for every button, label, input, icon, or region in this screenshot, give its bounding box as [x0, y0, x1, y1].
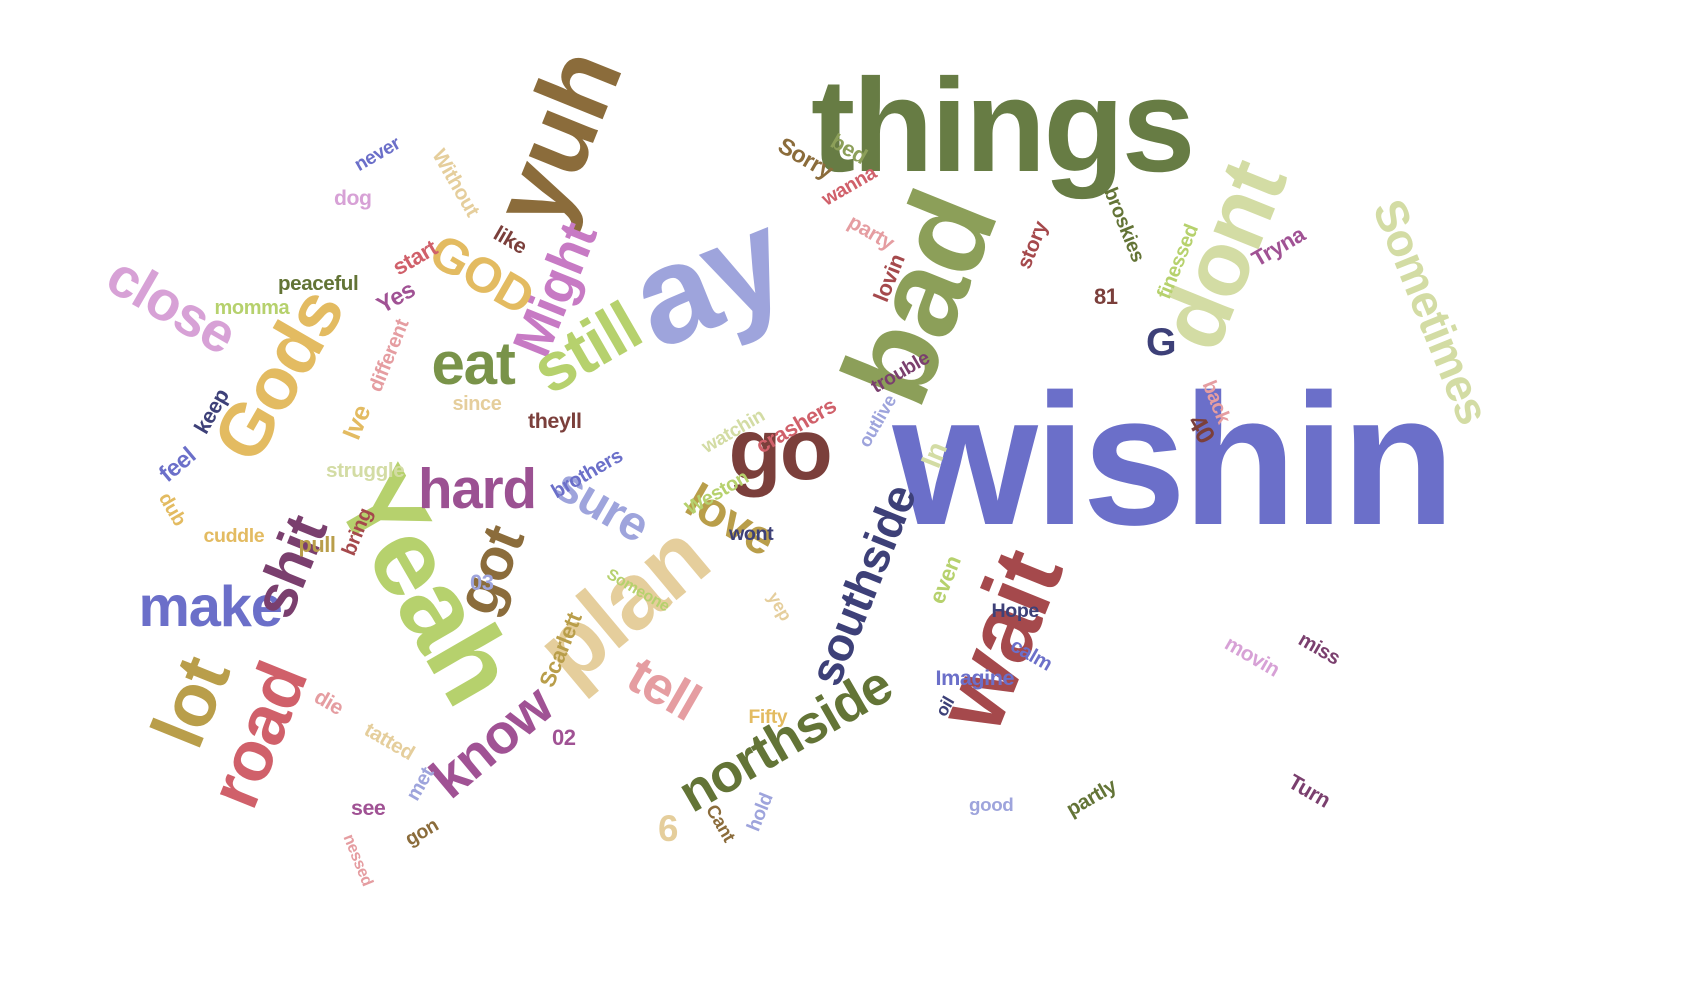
word-dog: dog	[334, 186, 372, 210]
word-ive: Ive	[337, 401, 377, 444]
word-imagine: Imagine	[935, 665, 1015, 690]
word-02: 02	[552, 725, 576, 750]
word-nessed: nessed	[339, 831, 377, 889]
word-peaceful: peaceful	[278, 271, 359, 295]
word-different: different	[364, 316, 414, 395]
word-turn: Turn	[1284, 769, 1335, 813]
word-movin: movin	[1220, 631, 1283, 681]
word-make: make	[138, 575, 283, 639]
word-hard: hard	[418, 456, 537, 520]
word-cant: Cant	[701, 800, 740, 846]
word-wishin: wishin	[892, 354, 1456, 564]
word-dub: dub	[153, 488, 190, 530]
word-feel: feel	[154, 442, 201, 488]
word-wont: wont	[729, 523, 774, 545]
word-81: 81	[1094, 284, 1118, 309]
word-struggle: struggle	[326, 458, 405, 482]
word-miss: miss	[1294, 628, 1344, 670]
word-met: met	[401, 763, 439, 805]
word-03: 03	[470, 570, 494, 595]
word-go: go	[728, 400, 833, 498]
word-yes: Yes	[372, 276, 420, 320]
word-fifty: Fifty	[748, 706, 788, 728]
word-eat: eat	[431, 330, 516, 397]
word-yep: yep	[763, 588, 796, 625]
word-yuh: yuh	[468, 33, 643, 242]
word-good: good	[969, 793, 1014, 815]
word-never: never	[350, 132, 404, 176]
word-hope: Hope	[991, 600, 1040, 622]
word-tatted: tatted	[360, 717, 419, 765]
word-gon: gon	[400, 814, 442, 851]
word-partly: partly	[1062, 773, 1121, 821]
word-6: 6	[658, 807, 678, 849]
word-momma: momma	[214, 297, 290, 319]
word-pull: pull	[298, 532, 336, 557]
word-hold: hold	[742, 789, 778, 835]
word-things: things	[811, 51, 1195, 200]
word-since: since	[452, 393, 502, 415]
word-see: see	[351, 795, 386, 820]
word-cuddle: cuddle	[203, 525, 265, 547]
word-theyll: theyll	[528, 409, 582, 433]
word-g: G	[1146, 319, 1177, 364]
